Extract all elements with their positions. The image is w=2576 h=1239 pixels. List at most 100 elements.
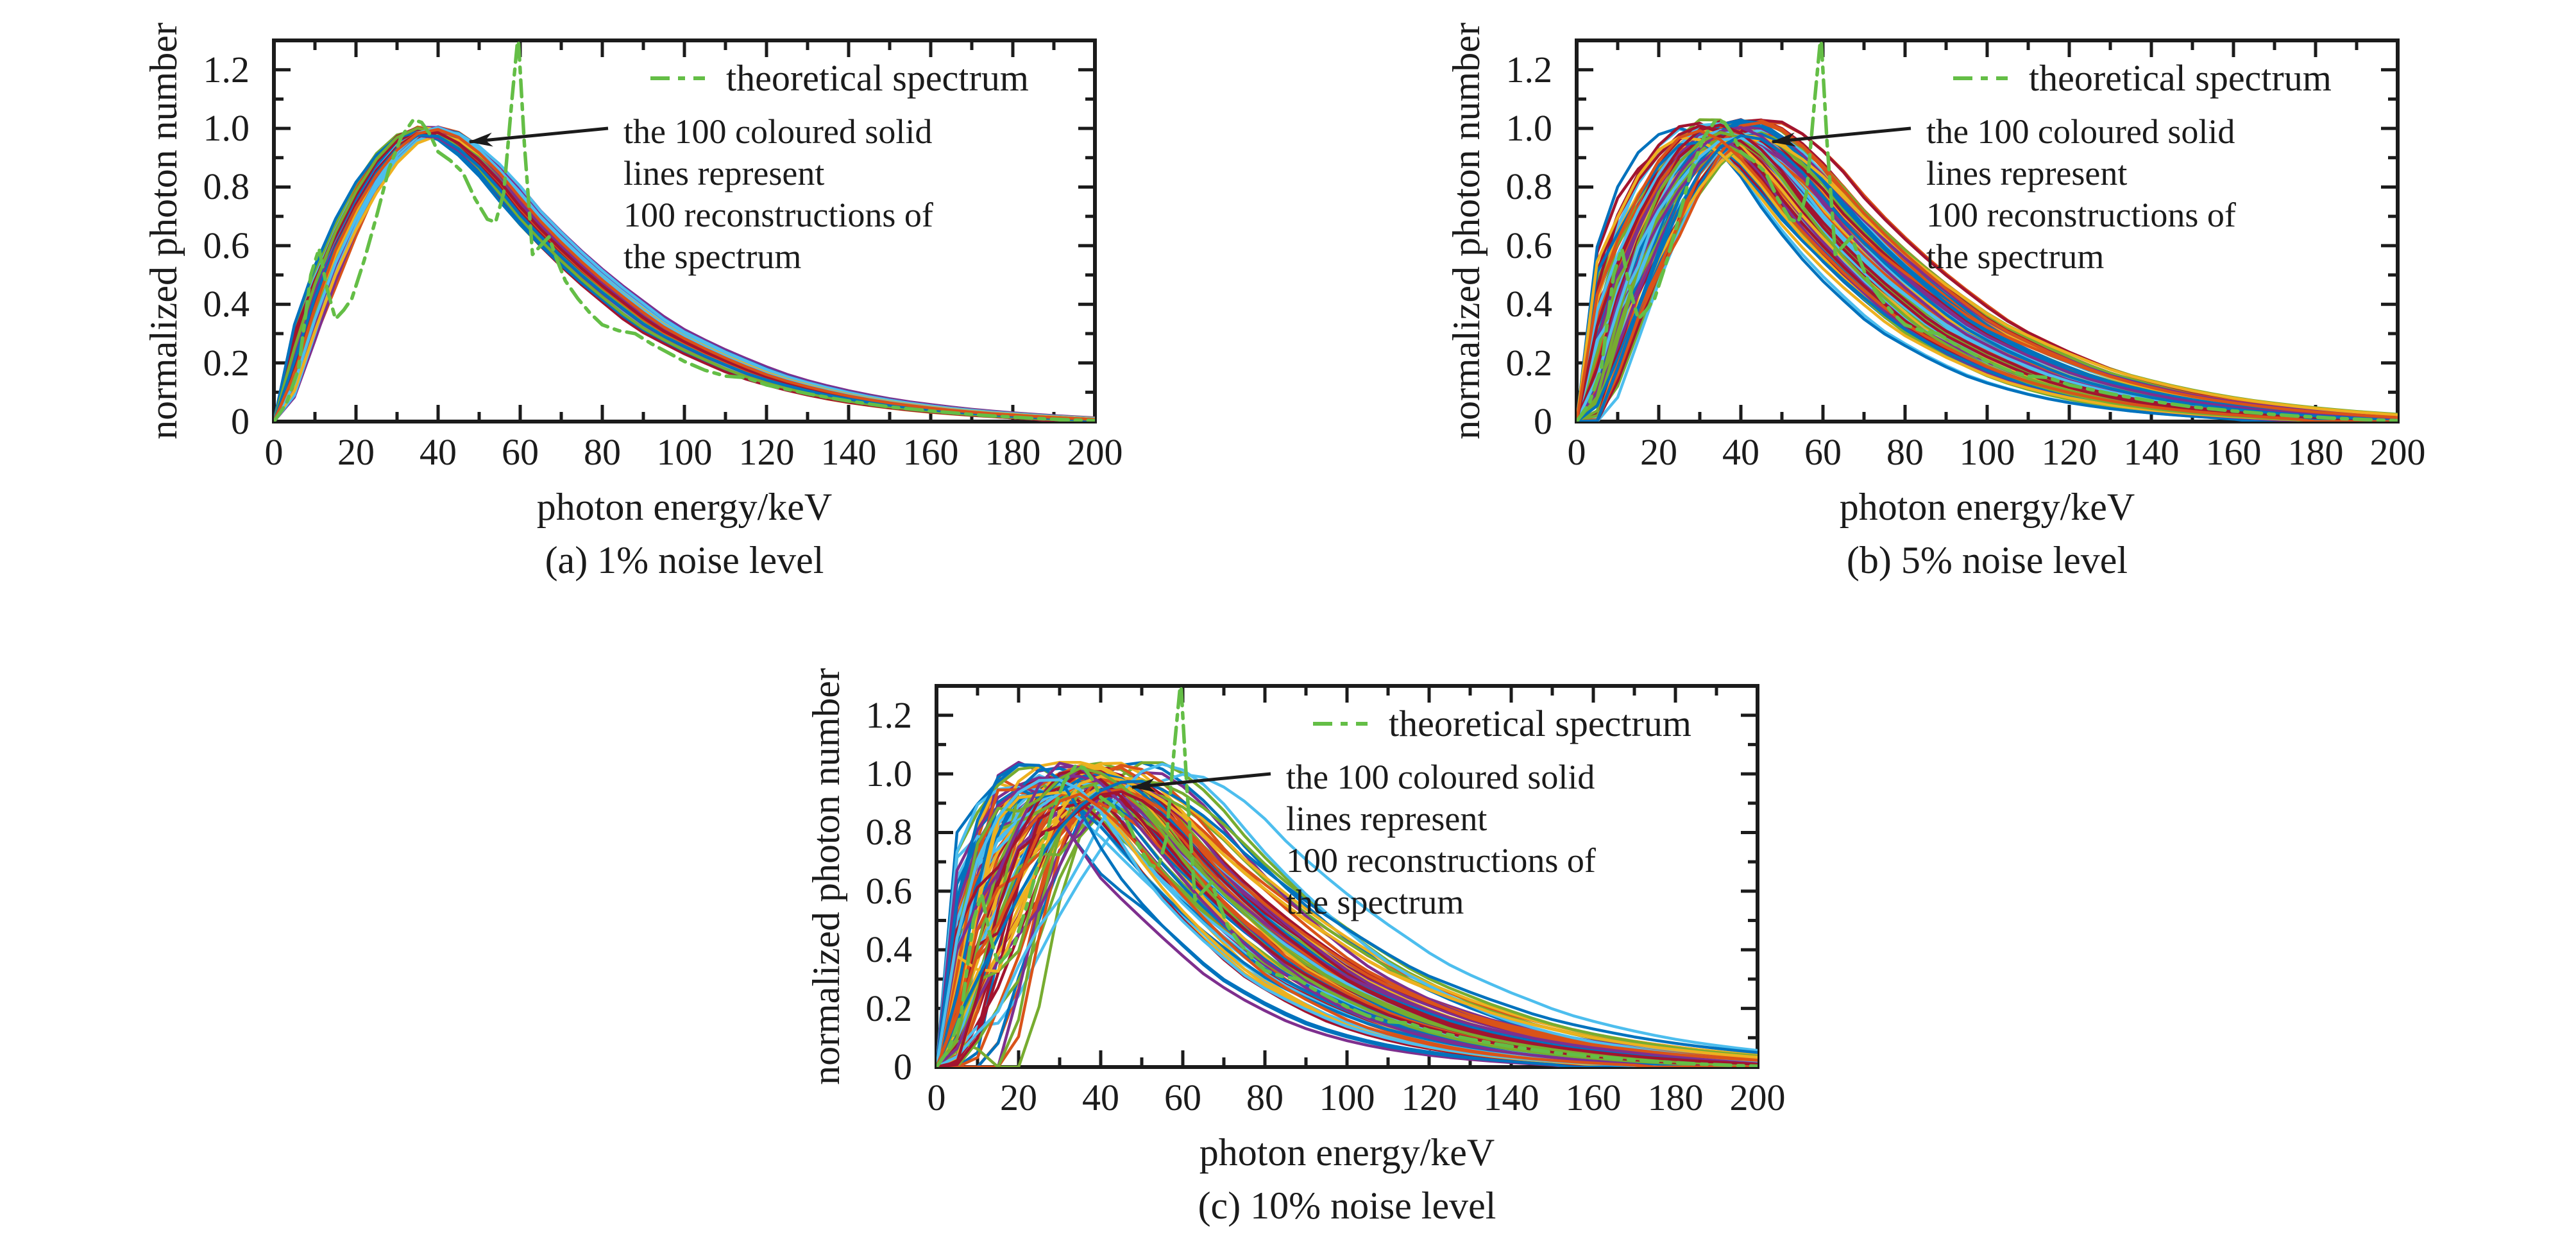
reconstruction-line: [936, 768, 1758, 1067]
reconstruction-line: [1577, 121, 2398, 422]
plot-box: [935, 684, 1759, 1069]
x-tick-label: 200: [2369, 431, 2426, 473]
theoretical-spectrum-line: [1577, 40, 2398, 422]
reconstruction-line: [936, 785, 1758, 1067]
reconstruction-line: [274, 126, 1095, 422]
reconstruction-line: [936, 769, 1758, 1067]
reconstruction-line: [274, 126, 1095, 422]
reconstruction-line: [274, 130, 1095, 422]
reconstruction-line: [936, 763, 1758, 1067]
reconstruction-line: [274, 128, 1095, 422]
reconstruction-line: [936, 771, 1758, 1067]
reconstruction-line: [1577, 134, 2398, 422]
x-tick-label: 140: [1483, 1077, 1539, 1118]
reconstruction-line: [1577, 130, 2398, 422]
reconstruction-line: [274, 131, 1095, 422]
x-axis-label: photon energy/keV: [536, 486, 833, 528]
reconstruction-line: [1577, 137, 2398, 422]
reconstruction-line: [1577, 135, 2398, 422]
reconstruction-line: [1577, 131, 2398, 422]
reconstruction-line: [936, 771, 1758, 1067]
reconstruction-line: [936, 778, 1758, 1067]
reconstruction-line: [936, 774, 1758, 1067]
reconstruction-line: [936, 782, 1758, 1067]
reconstruction-line: [936, 791, 1758, 1067]
reconstruction-line: [1577, 137, 2398, 422]
reconstruction-line: [936, 760, 1758, 1067]
reconstruction-line: [274, 128, 1095, 422]
reconstruction-line: [274, 128, 1095, 422]
reconstruction-line: [274, 128, 1095, 422]
x-tick-label: 60: [1804, 431, 1842, 473]
reconstruction-line: [274, 132, 1095, 422]
reconstruction-line: [1577, 135, 2398, 422]
reconstruction-line: [274, 132, 1095, 422]
reconstruction-line: [274, 131, 1095, 422]
reconstruction-line: [936, 788, 1758, 1067]
x-tick-label: 140: [820, 431, 877, 473]
reconstruction-line: [274, 129, 1095, 422]
reconstruction-line: [1577, 134, 2398, 422]
reconstruction-line: [274, 127, 1095, 422]
plot-area-a: [272, 38, 1097, 423]
reconstruction-line: [936, 792, 1758, 1067]
reconstruction-line: [936, 767, 1758, 1067]
reconstruction-line: [1577, 139, 2398, 422]
x-tick-label: 40: [419, 431, 457, 473]
legend-label: theoretical spectrum: [726, 57, 1029, 99]
reconstruction-line: [1577, 136, 2398, 422]
reconstruction-line: [936, 760, 1758, 1067]
y-tick-label: 0.4: [1505, 283, 1553, 325]
y-tick-label: 1.0: [203, 107, 250, 150]
reconstruction-line: [936, 770, 1758, 1067]
reconstruction-line: [936, 764, 1758, 1067]
reconstruction-line: [274, 129, 1095, 422]
reconstruction-line: [274, 128, 1095, 422]
reconstruction-line: [936, 764, 1758, 1067]
x-tick-label: 180: [1647, 1077, 1704, 1118]
reconstruction-line: [1577, 122, 2398, 422]
x-tick-label: 0: [927, 1077, 946, 1118]
reconstruction-line: [274, 128, 1095, 422]
reconstruction-line: [936, 766, 1758, 1067]
x-tick-label: 40: [1082, 1077, 1119, 1118]
reconstruction-line: [936, 761, 1758, 1067]
reconstruction-line: [1577, 120, 2398, 422]
reconstruction-line: [274, 127, 1095, 422]
y-tick-label: 0.6: [865, 869, 913, 912]
reconstruction-line: [936, 774, 1758, 1067]
reconstruction-line: [1577, 131, 2398, 422]
reconstruction-line: [274, 125, 1095, 422]
x-tick-label: 100: [656, 431, 713, 473]
reconstruction-line: [1577, 126, 2398, 422]
reconstruction-line: [1577, 123, 2398, 422]
reconstruction-line: [936, 787, 1758, 1067]
reconstruction-line: [274, 132, 1095, 422]
reconstruction-line: [1577, 135, 2398, 422]
reconstruction-line: [1577, 121, 2398, 422]
reconstruction-line: [936, 770, 1758, 1067]
reconstruction-line: [936, 774, 1758, 1067]
y-tick-label: 0.2: [865, 987, 913, 1029]
reconstruction-line: [274, 133, 1095, 422]
reconstruction-line: [274, 133, 1095, 422]
reconstruction-line: [1577, 126, 2398, 422]
reconstruction-line: [1577, 138, 2398, 422]
reconstruction-line: [1577, 140, 2398, 422]
plot-box: [1575, 38, 2400, 423]
reconstruction-line: [936, 787, 1758, 1067]
reconstruction-line: [274, 133, 1095, 422]
reconstruction-line: [274, 130, 1095, 422]
reconstruction-line: [1577, 138, 2398, 422]
reconstruction-line: [274, 131, 1095, 422]
reconstruction-line: [1577, 139, 2398, 422]
reconstruction-line: [936, 764, 1758, 1067]
reconstruction-line: [936, 761, 1758, 1067]
y-tick-label: 1.2: [1505, 48, 1553, 90]
y-tick-label: 0.4: [865, 928, 913, 971]
x-axis-label: photon energy/keV: [1839, 486, 2135, 528]
reconstruction-line: [936, 790, 1758, 1067]
reconstruction-line: [274, 130, 1095, 422]
reconstruction-line: [936, 780, 1758, 1067]
